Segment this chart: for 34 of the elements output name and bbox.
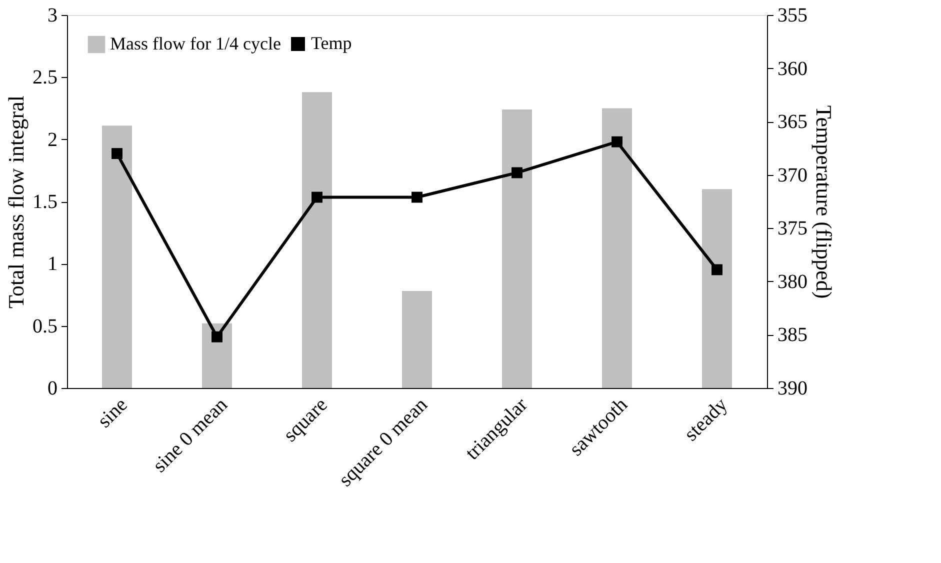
y-axis-title: Total mass flow integral [4,96,28,308]
point [612,136,622,148]
y2-tick-label: 385 [778,324,808,346]
legend-label: Temp [311,33,352,53]
y-tick-label: 1 [48,253,58,276]
y2-tick-label: 360 [778,58,808,80]
y-tick-label: 2.5 [32,66,58,89]
y-tick-label: 0 [48,378,58,400]
y2-tick-label: 365 [778,111,808,134]
legend-label: Mass flow for 1/4 cycle [110,34,281,54]
bar [202,323,232,388]
point [212,331,222,342]
bar [102,126,132,388]
y2-tick-label: 370 [778,164,808,186]
point [512,167,522,178]
bar [302,92,332,388]
point [112,148,122,160]
point [312,192,322,203]
y2-tick-label: 380 [778,270,808,293]
y2-tick-label: 390 [778,378,808,400]
y-tick-label: 1.5 [32,191,58,213]
bar [402,291,432,388]
bar [502,109,532,388]
x-tick-label: sine [94,394,132,432]
y-tick-label: 3 [48,4,58,26]
bar [602,108,632,388]
y-tick-label: 2 [48,128,58,151]
y-tick-label: 0.5 [32,315,58,338]
point [712,264,722,276]
point [412,192,422,203]
y2-axis-title: Temperature (flipped) [812,105,836,299]
y2-tick-label: 375 [778,218,808,240]
bar [702,189,732,388]
y2-tick-label: 355 [778,4,808,26]
